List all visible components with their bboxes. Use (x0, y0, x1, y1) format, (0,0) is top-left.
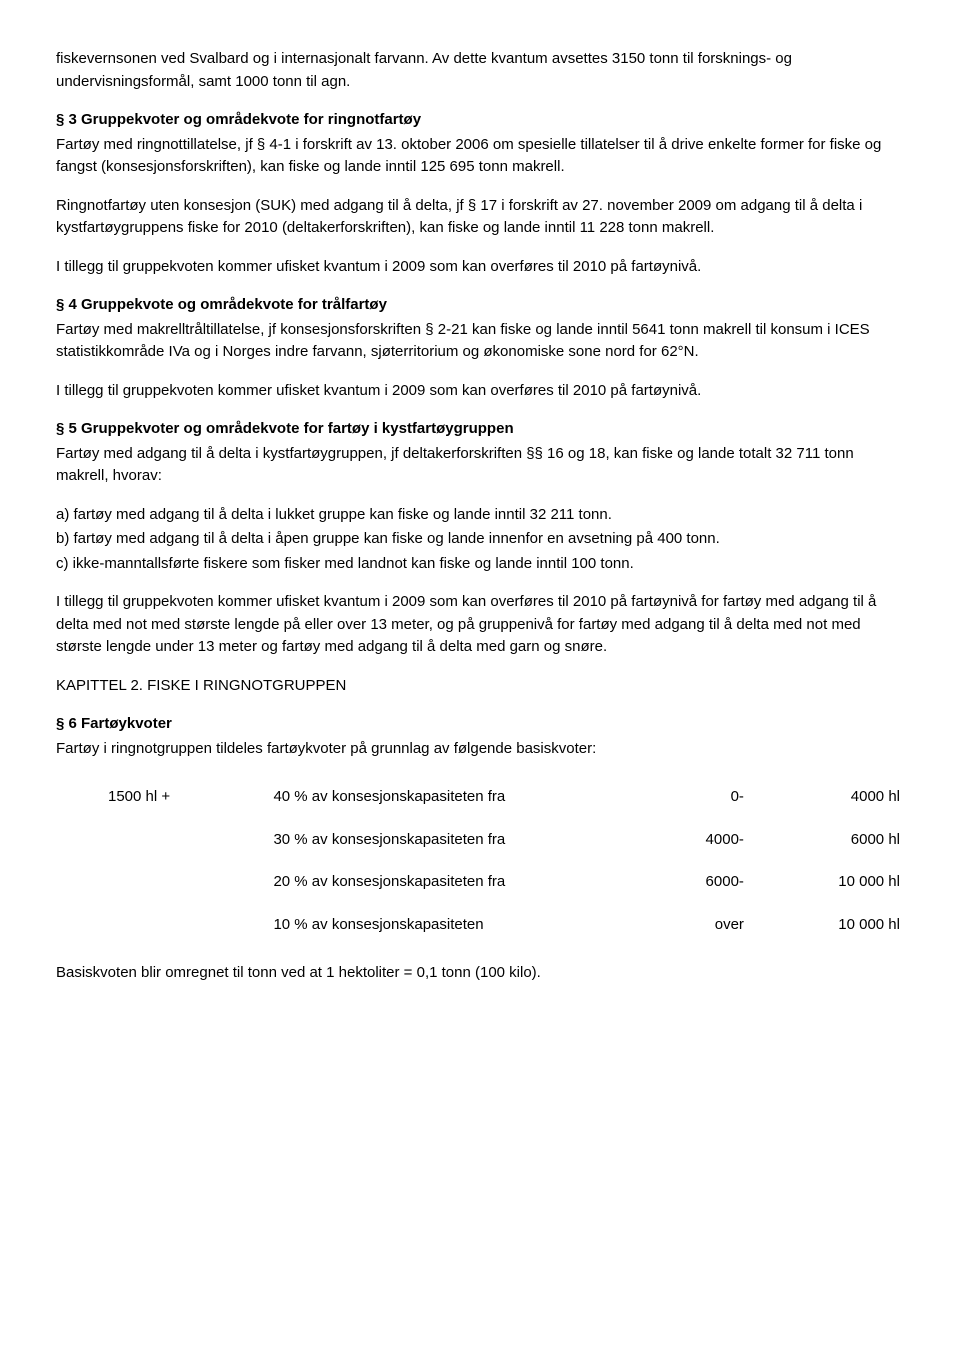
section-3-heading: § 3 Gruppekvoter og områdekvote for ring… (56, 109, 904, 132)
section-5-heading: § 5 Gruppekvoter og områdekvote for fart… (56, 418, 904, 441)
table-row: 30 % av konsesjonskapasiteten fra 4000- … (104, 819, 904, 862)
section-4-paragraph-1: Fartøy med makrelltråltillatelse, jf kon… (56, 319, 904, 364)
section-6-paragraph-1: Fartøy i ringnotgruppen tildeles fartøyk… (56, 738, 904, 761)
table-cell: 10 000 hl (784, 861, 904, 904)
section-3-paragraph-3: I tillegg til gruppekvoten kommer ufiske… (56, 256, 904, 279)
table-cell: over (627, 904, 784, 947)
table-row: 10 % av konsesjonskapasiteten over 10 00… (104, 904, 904, 947)
table-cell: 10 000 hl (784, 904, 904, 947)
table-cell: 40 % av konsesjonskapasiteten fra (269, 776, 627, 819)
table-row: 1500 hl + 40 % av konsesjonskapasiteten … (104, 776, 904, 819)
table-cell: 4000- (627, 819, 784, 862)
section-3-paragraph-2: Ringnotfartøy uten konsesjon (SUK) med a… (56, 195, 904, 240)
table-cell: 6000- (627, 861, 784, 904)
section-5-paragraph-1: Fartøy med adgang til å delta i kystfart… (56, 443, 904, 488)
section-6-paragraph-2: Basiskvoten blir omregnet til tonn ved a… (56, 962, 904, 985)
section-5-list-a: a) fartøy med adgang til å delta i lukke… (56, 504, 904, 527)
table-row: 20 % av konsesjonskapasiteten fra 6000- … (104, 861, 904, 904)
section-5-paragraph-2: I tillegg til gruppekvoten kommer ufiske… (56, 591, 904, 659)
section-4-heading: § 4 Gruppekvote og områdekvote for trålf… (56, 294, 904, 317)
table-cell: 10 % av konsesjonskapasiteten (269, 904, 627, 947)
section-5-list-c: c) ikke-manntallsførte fiskere som fiske… (56, 553, 904, 576)
section-4-paragraph-2: I tillegg til gruppekvoten kommer ufiske… (56, 380, 904, 403)
table-cell: 4000 hl (784, 776, 904, 819)
table-cell (104, 819, 269, 862)
table-cell (104, 861, 269, 904)
table-cell: 6000 hl (784, 819, 904, 862)
table-cell: 20 % av konsesjonskapasiteten fra (269, 861, 627, 904)
table-cell: 1500 hl + (104, 776, 269, 819)
basis-quota-table: 1500 hl + 40 % av konsesjonskapasiteten … (104, 776, 904, 946)
section-5-list-b: b) fartøy med adgang til å delta i åpen … (56, 528, 904, 551)
table-cell (104, 904, 269, 947)
chapter-2-heading: KAPITTEL 2. FISKE I RINGNOTGRUPPEN (56, 675, 904, 698)
table-cell: 30 % av konsesjonskapasiteten fra (269, 819, 627, 862)
table-cell: 0- (627, 776, 784, 819)
intro-paragraph: fiskevernsonen ved Svalbard og i interna… (56, 48, 904, 93)
section-6-heading: § 6 Fartøykvoter (56, 713, 904, 736)
section-3-paragraph-1: Fartøy med ringnottillatelse, jf § 4-1 i… (56, 134, 904, 179)
